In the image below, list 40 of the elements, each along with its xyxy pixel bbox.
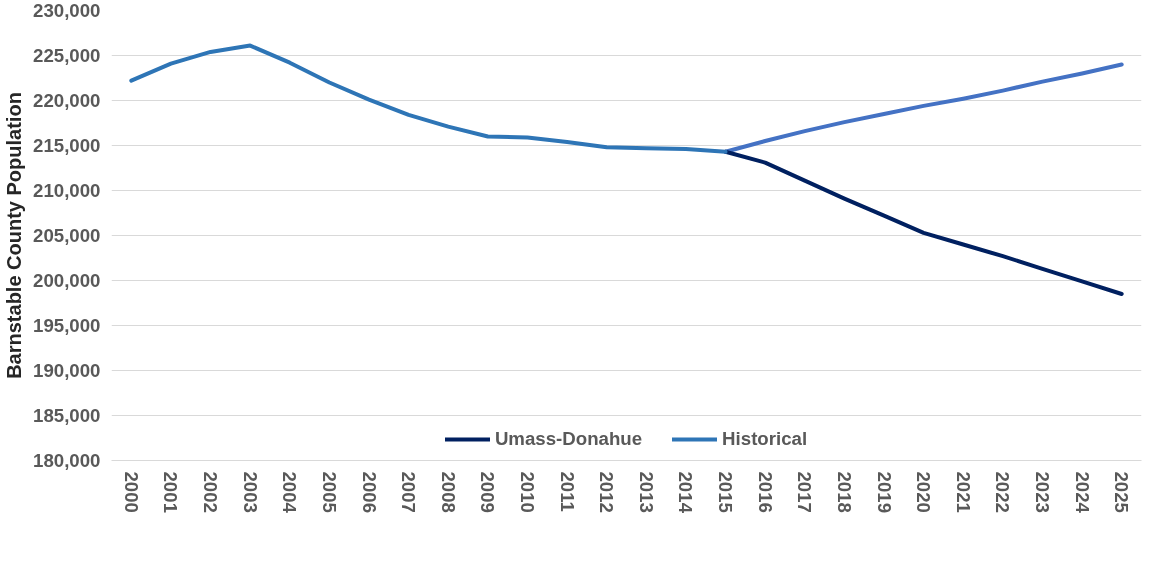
y-tick-label: 215,000: [33, 135, 101, 156]
y-tick-label: 190,000: [33, 360, 101, 381]
x-tick-label: 2003: [239, 471, 261, 514]
x-tick-label: 2020: [913, 471, 935, 514]
x-tick-label: 2017: [794, 471, 816, 514]
x-tick-label: 2004: [279, 471, 301, 514]
y-tick-label: 225,000: [33, 45, 101, 66]
x-tick-label: 2015: [715, 471, 737, 514]
x-tick-label: 2002: [200, 471, 222, 514]
y-tick-label: 195,000: [33, 315, 101, 336]
x-tick-label: 2011: [556, 471, 578, 512]
x-tick-label: 2025: [1111, 471, 1133, 514]
x-tick-label: 2010: [516, 471, 538, 514]
y-tick-label: 200,000: [33, 270, 101, 291]
x-tick-label: 2018: [833, 471, 855, 514]
x-tick-label: 2021: [952, 471, 974, 514]
x-tick-label: 2019: [873, 471, 895, 514]
x-tick-label: 2008: [437, 471, 459, 514]
x-tick-label: 2016: [754, 471, 776, 514]
y-tick-label: 220,000: [33, 90, 101, 111]
legend-label: Umass-Donahue: [494, 428, 643, 450]
y-tick-label: 230,000: [33, 0, 101, 21]
y-tick-label: 185,000: [33, 405, 101, 426]
x-tick-label: 2005: [318, 471, 340, 514]
x-tick-label: 2024: [1071, 471, 1093, 514]
x-tick-label: 2007: [398, 471, 420, 514]
x-tick-label: 2001: [160, 471, 182, 514]
x-tick-label: 2014: [675, 471, 697, 514]
x-tick-label: 2013: [635, 471, 657, 514]
y-tick-label: 180,000: [33, 450, 101, 471]
y-tick-label: 205,000: [33, 225, 101, 246]
x-tick-label: 2006: [358, 471, 380, 514]
x-tick-label: 2012: [596, 471, 618, 514]
x-tick-label: 2009: [477, 471, 499, 514]
legend-label: Historical: [722, 428, 808, 450]
y-tick-label: 210,000: [33, 180, 101, 201]
x-tick-label: 2023: [1031, 471, 1053, 514]
x-tick-label: 2022: [992, 471, 1014, 514]
x-tick-label: 2000: [120, 471, 142, 514]
y-axis-title: Barnstable County Population: [3, 92, 26, 379]
